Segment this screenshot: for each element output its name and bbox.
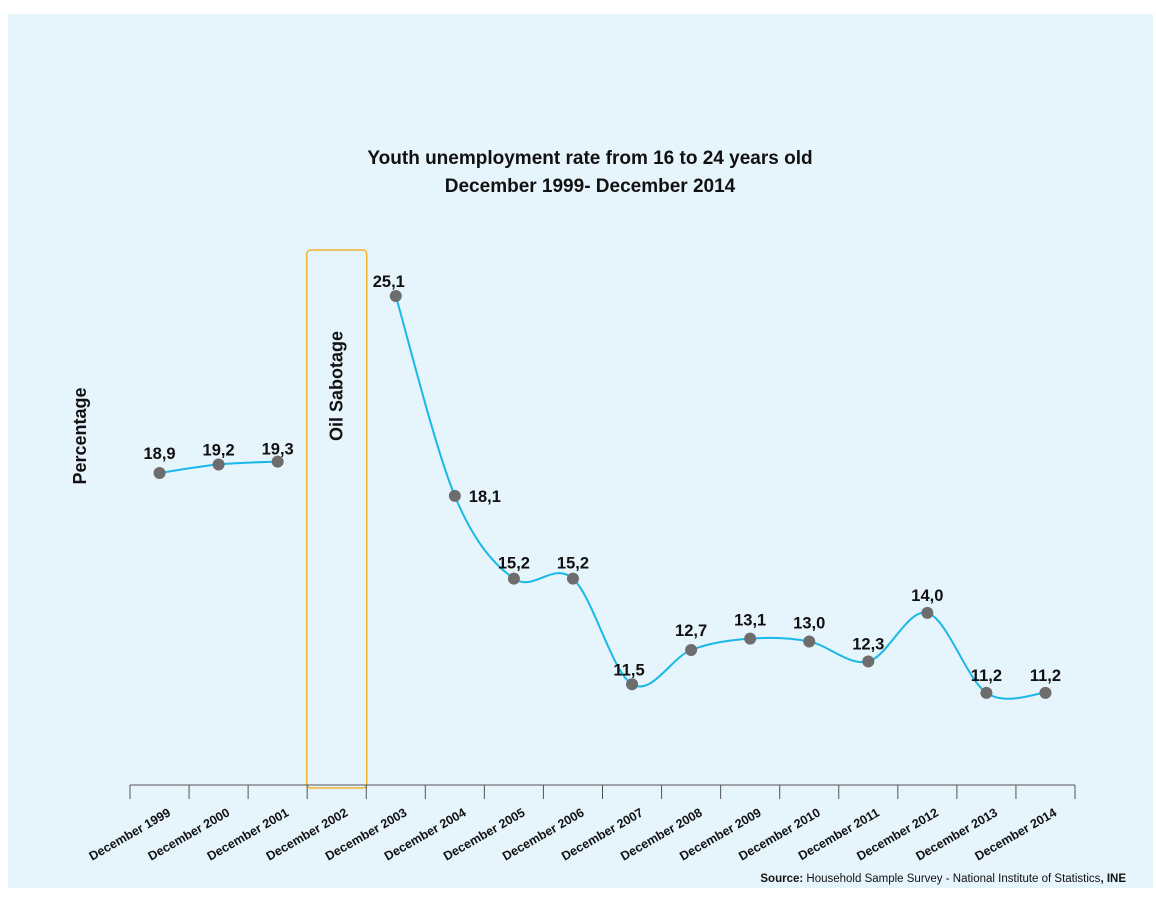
chart-title-line2: December 1999- December 2014: [445, 176, 736, 197]
data-point: [507, 572, 520, 585]
oil-sabotage-label: Oil Sabotage: [327, 331, 347, 441]
data-point: [980, 686, 993, 699]
oil-sabotage-box: [305, 249, 368, 789]
data-point: [803, 635, 816, 648]
data-point: [389, 290, 402, 302]
data-label: 11,5: [613, 661, 644, 679]
data-point: [626, 678, 639, 691]
data-point: [1039, 686, 1052, 699]
data-point: [921, 606, 934, 619]
data-point: [862, 655, 875, 668]
data-point: [153, 467, 166, 480]
source-suffix: , INE: [1100, 873, 1126, 885]
data-points: [153, 290, 1052, 699]
data-label: 18,1: [469, 488, 501, 506]
line-chart: Youth unemployment rate from 16 to 24 ye…: [70, 148, 1126, 885]
data-label: 25,1: [373, 273, 405, 291]
chart-title-line1: Youth unemployment rate from 16 to 24 ye…: [367, 148, 812, 169]
series-line: [159, 295, 1046, 700]
data-label: 19,3: [262, 441, 294, 459]
data-labels: 18,9 19,2 19,3 25,1 18,1 15,2 15,2 11,5 12,7 13,1…: [143, 273, 1061, 685]
data-label: 12,7: [675, 622, 707, 640]
data-point: [744, 632, 757, 645]
data-label: 15,2: [557, 555, 589, 573]
data-label: 19,2: [203, 441, 235, 459]
data-label: 18,9: [143, 445, 175, 463]
chart-panel: Youth unemployment rate from 16 to 24 ye…: [8, 14, 1153, 888]
data-point: [448, 489, 461, 502]
data-label: 11,2: [971, 667, 1002, 685]
data-label: 13,1: [734, 612, 766, 630]
data-point: [685, 644, 698, 657]
y-axis-label: Percentage: [70, 387, 90, 484]
data-point: [212, 458, 225, 471]
data-label: 13,0: [793, 614, 825, 632]
source-text: Household Sample Survey - National Insti…: [803, 873, 1100, 885]
source-note: Source: Household Sample Survey - Nation…: [760, 873, 1126, 885]
data-label: 11,2: [1030, 667, 1061, 685]
data-label: 14,0: [911, 587, 943, 605]
source-bold: Source:: [760, 873, 803, 885]
x-axis: [129, 784, 1076, 799]
data-point: [566, 572, 579, 585]
data-label: 12,3: [852, 635, 884, 653]
data-label: 15,2: [498, 555, 530, 573]
data-point: [271, 455, 284, 468]
